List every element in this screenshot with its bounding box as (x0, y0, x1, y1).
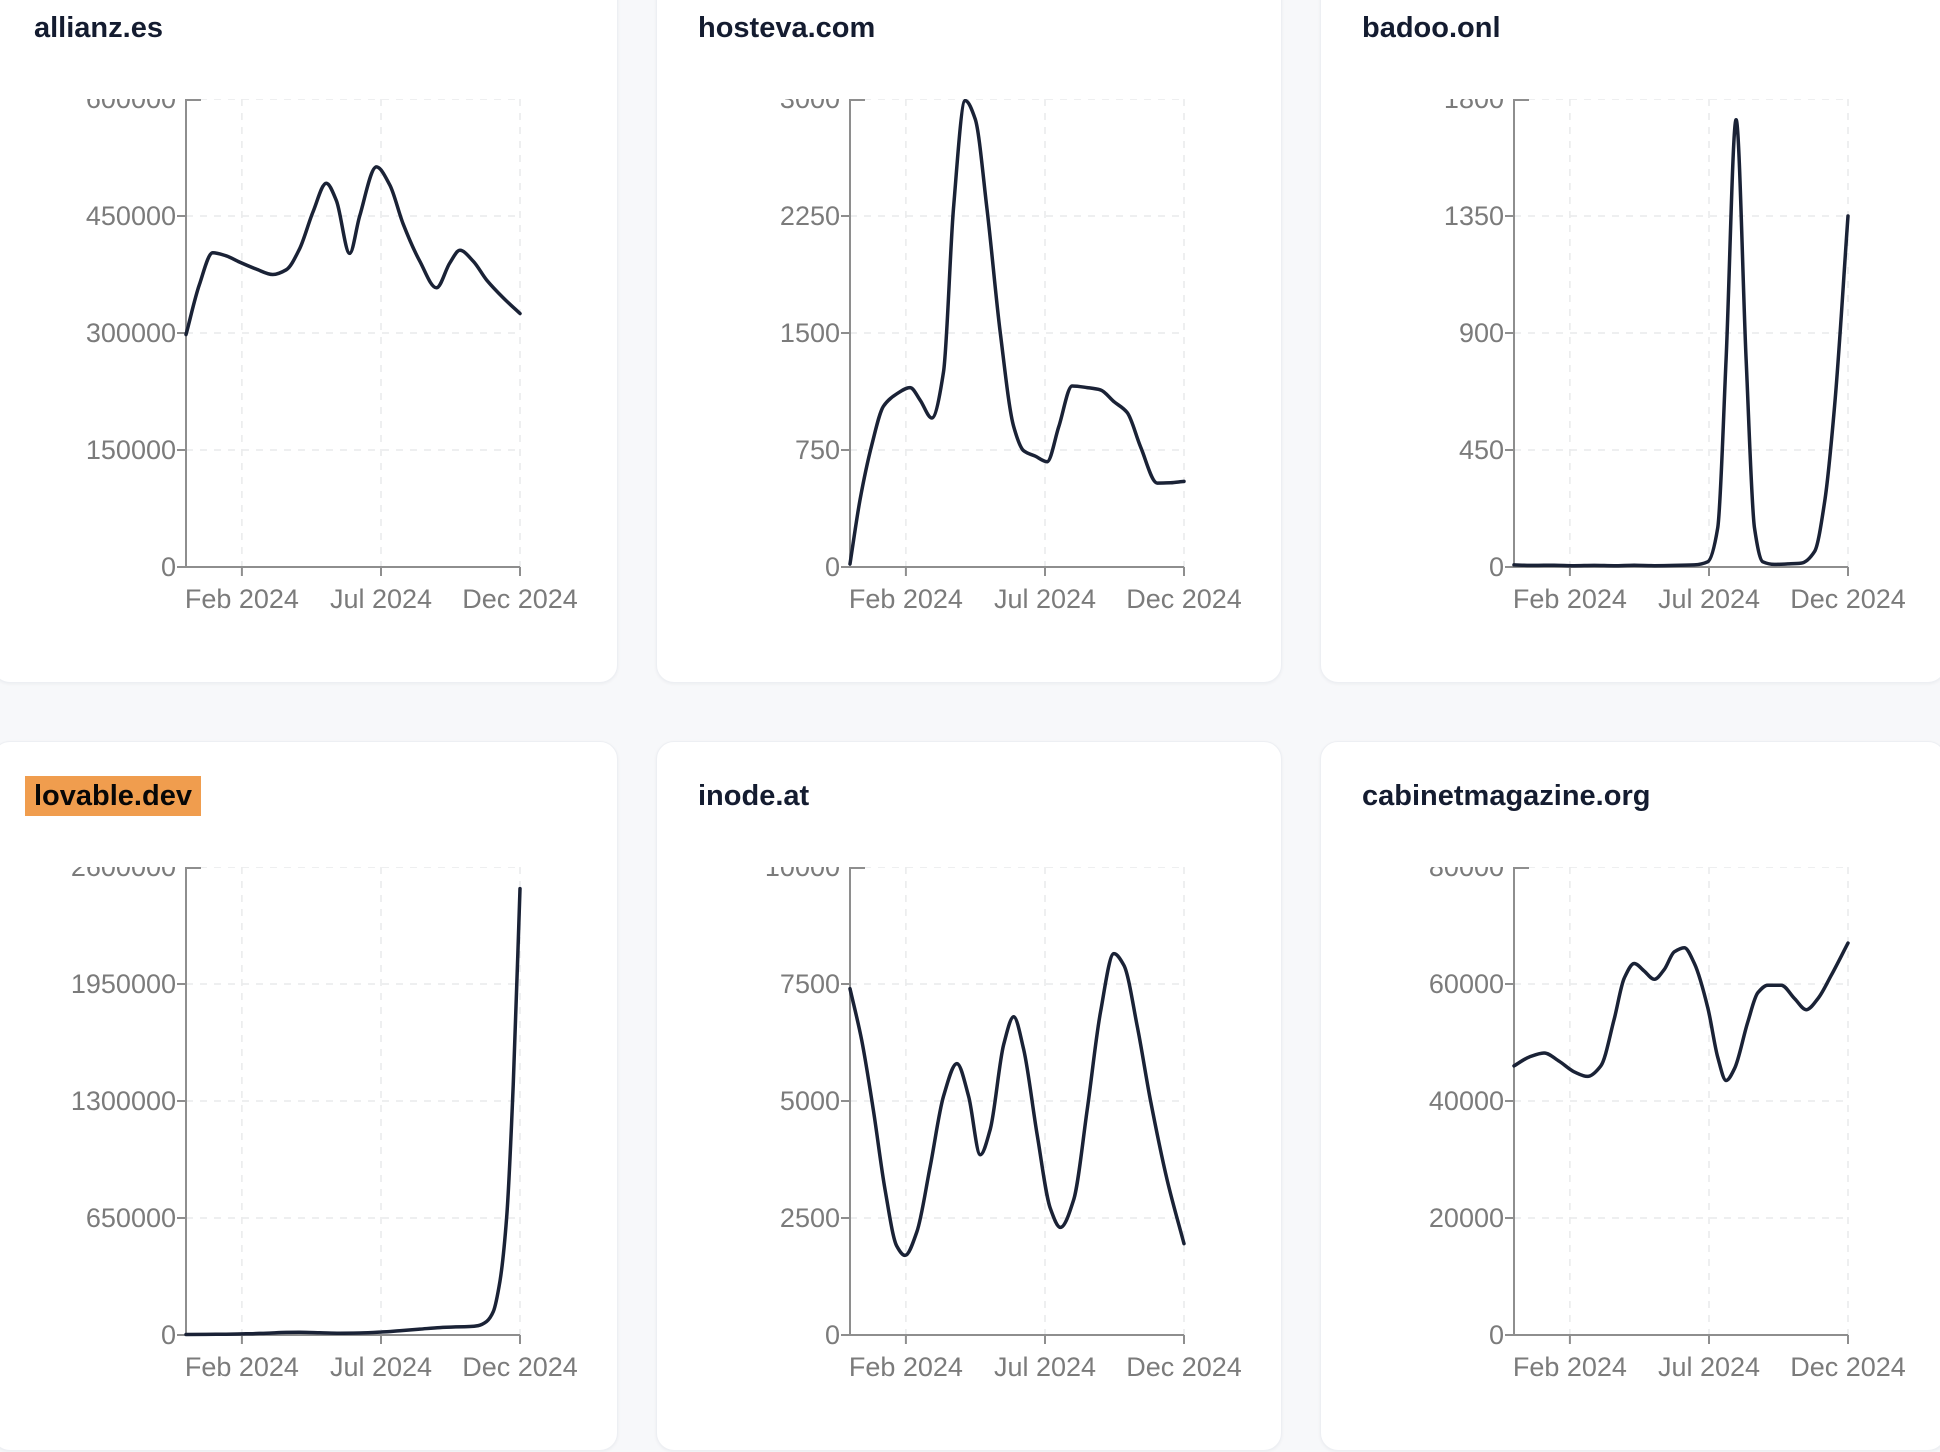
y-tick-label: 40000 (1429, 1086, 1504, 1116)
x-tick-label: Dec 2024 (462, 584, 578, 614)
y-tick-label: 0 (825, 1320, 840, 1350)
domain-label-highlighted: lovable.dev (25, 776, 201, 816)
x-tick-label: Jul 2024 (994, 1352, 1096, 1382)
axes (177, 99, 521, 576)
domain-label: allianz.es (34, 12, 163, 44)
line-chart: 0 20000 40000 60000 80000 Feb 2024 Jul 2024 Dec… (1429, 867, 1906, 1382)
line-chart: 0 2500 5000 7500 10000 Feb 2024 Jul 2024 Dec 20… (765, 867, 1242, 1382)
y-tick-label: 1500 (780, 318, 840, 348)
x-tick-label: Dec 2024 (1790, 584, 1906, 614)
line-chart: 0 450 900 1350 1800 Feb 2024 Jul 2024 Dec 2024 (1444, 99, 1906, 614)
axes (841, 99, 1185, 576)
line-chart: 0 750 1500 2250 3000 Feb 2024 Jul 2024 Dec 2024 (780, 99, 1242, 614)
line-chart: 0 150000 300000 450000 600000 Feb 2024 Jul 202… (86, 99, 578, 614)
x-tick-label: Feb 2024 (849, 584, 963, 614)
x-tick-label: Jul 2024 (1658, 1352, 1760, 1382)
x-tick-label: Jul 2024 (994, 584, 1096, 614)
x-tick-label: Jul 2024 (330, 1352, 432, 1382)
y-tick-label: 10000 (765, 867, 840, 882)
x-tick-label: Feb 2024 (849, 1352, 963, 1382)
y-tick-label: 0 (161, 552, 176, 582)
chart-card-hosteva-com: hosteva.com 0 750 1500 2250 3000 Feb 2024 Jul 2… (656, 0, 1282, 683)
x-tick-label: Jul 2024 (1658, 584, 1760, 614)
y-tick-label: 2250 (780, 201, 840, 231)
x-tick-label: Feb 2024 (185, 584, 299, 614)
y-tick-label: 20000 (1429, 1203, 1504, 1233)
y-tick-label: 2500 (780, 1203, 840, 1233)
y-tick-label: 7500 (780, 969, 840, 999)
y-tick-label: 0 (1489, 552, 1504, 582)
chart-title: lovable.dev (25, 776, 201, 816)
y-tick-label: 0 (1489, 1320, 1504, 1350)
x-tick-label: Dec 2024 (462, 1352, 578, 1382)
series-line (1512, 118, 1850, 568)
y-tick-label: 750 (795, 435, 840, 465)
series-line (184, 886, 522, 1337)
x-tick-label: Jul 2024 (330, 584, 432, 614)
series-line (1512, 941, 1850, 1083)
y-tick-label: 300000 (86, 318, 176, 348)
y-tick-label: 1300000 (71, 1086, 176, 1116)
domain-label: inode.at (698, 780, 810, 812)
domain-label: hosteva.com (698, 12, 876, 44)
y-tick-label: 650000 (86, 1203, 176, 1233)
x-tick-label: Dec 2024 (1126, 584, 1242, 614)
y-tick-label: 900 (1459, 318, 1504, 348)
chart-title: hosteva.com (698, 12, 875, 45)
axes (1505, 867, 1849, 1344)
x-tick-label: Dec 2024 (1790, 1352, 1906, 1382)
chart-title: inode.at (698, 780, 809, 813)
series-line (184, 165, 522, 337)
x-tick-label: Feb 2024 (1513, 584, 1627, 614)
x-tick-label: Feb 2024 (185, 1352, 299, 1382)
chart-card-inode-at: inode.at 0 2500 5000 7500 10000 Feb 2024 Jul 20… (656, 741, 1282, 1451)
x-tick-label: Dec 2024 (1126, 1352, 1242, 1382)
y-tick-label: 600000 (86, 99, 176, 114)
chart-card-allianz-es: allianz.es 0 150000 300000 450000 600000 Feb 2… (0, 0, 618, 683)
series-line (848, 99, 1186, 566)
y-tick-label: 0 (825, 552, 840, 582)
x-tick-label: Feb 2024 (1513, 1352, 1627, 1382)
y-tick-label: 1950000 (71, 969, 176, 999)
y-tick-label: 1350 (1444, 201, 1504, 231)
y-tick-label: 80000 (1429, 867, 1504, 882)
axes (841, 867, 1185, 1344)
domain-label: cabinetmagazine.org (1362, 780, 1651, 812)
chart-title: cabinetmagazine.org (1362, 780, 1650, 813)
chart-card-badoo-onl: badoo.onl 0 450 900 1350 1800 Feb 2024 Jul 2024… (1320, 0, 1940, 683)
y-tick-label: 0 (161, 1320, 176, 1350)
domain-label: badoo.onl (1362, 12, 1501, 44)
y-tick-label: 3000 (780, 99, 840, 114)
chart-card-lovable-dev: lovable.dev 0 650000 1300000 1950000 2600000 F… (0, 741, 618, 1451)
series-line (848, 951, 1186, 1258)
chart-card-cabinetmagazine-org: cabinetmagazine.org 0 20000 40000 60000 80000… (1320, 741, 1940, 1451)
y-tick-label: 5000 (780, 1086, 840, 1116)
line-chart: 0 650000 1300000 1950000 2600000 Feb 2024 Jul … (71, 867, 578, 1382)
y-tick-label: 2600000 (71, 867, 176, 882)
axes (177, 867, 521, 1344)
y-tick-label: 450 (1459, 435, 1504, 465)
y-tick-label: 450000 (86, 201, 176, 231)
y-tick-label: 1800 (1444, 99, 1504, 114)
axes (1505, 99, 1849, 576)
y-tick-label: 60000 (1429, 969, 1504, 999)
chart-title: badoo.onl (1362, 12, 1501, 45)
chart-title: allianz.es (34, 12, 163, 45)
y-tick-label: 150000 (86, 435, 176, 465)
